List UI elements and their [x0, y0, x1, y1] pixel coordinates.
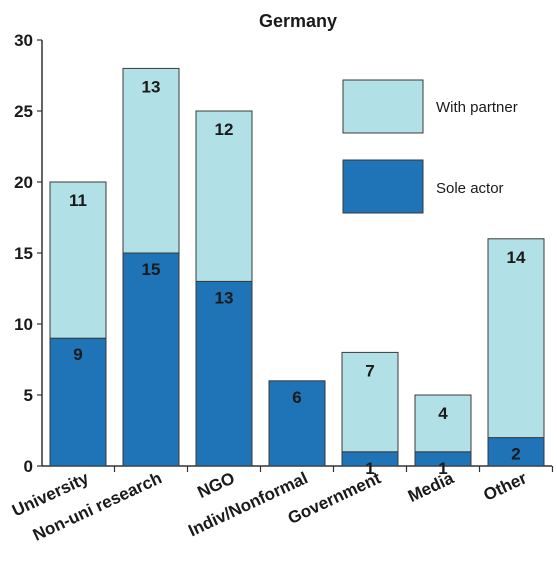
data-label-sole-actor: 2 [511, 445, 520, 464]
y-tick-label: 10 [14, 315, 33, 334]
data-label-sole-actor: 15 [142, 260, 161, 279]
data-label-sole-actor: 13 [215, 288, 234, 307]
chart-title: Germany [259, 11, 337, 31]
data-label-with-partner: 14 [507, 248, 526, 267]
bar-with-partner [122, 67, 180, 254]
bar-sole-actor [268, 380, 326, 467]
y-tick-label: 30 [14, 31, 33, 50]
data-label-with-partner: 11 [69, 191, 87, 210]
x-tick-label: Other [481, 468, 530, 505]
legend-swatch [342, 159, 424, 214]
data-label-with-partner: 12 [215, 120, 234, 139]
bar-with-partner [195, 110, 253, 282]
legend-label: With partner [436, 99, 518, 116]
bar-with-partner [414, 394, 472, 453]
y-tick-label: 20 [14, 173, 33, 192]
data-label-with-partner: 13 [142, 77, 161, 96]
bar-sole-actor [122, 252, 180, 467]
bar-with-partner [341, 351, 399, 453]
data-label-sole-actor: 6 [292, 388, 301, 407]
bar-sole-actor [195, 280, 253, 467]
legend-label: Sole actor [436, 180, 504, 197]
bar-with-partner [487, 238, 545, 439]
data-label-with-partner: 7 [365, 361, 374, 380]
y-tick-label: 5 [24, 386, 33, 405]
data-label-sole-actor: 9 [73, 345, 82, 364]
y-tick-label: 0 [24, 457, 33, 476]
y-tick-label: 15 [14, 244, 33, 263]
legend: With partner Sole actor [342, 79, 518, 214]
x-tick-label: Non-uni research [30, 468, 165, 544]
data-label-sole-actor: 1 [438, 459, 447, 478]
y-tick-label: 25 [14, 102, 33, 121]
data-label-sole-actor: 1 [365, 459, 374, 478]
x-tick-label: NGO [195, 468, 238, 502]
bar-with-partner [49, 181, 107, 339]
legend-swatch [342, 79, 424, 134]
x-tick-label: Indiv/Nonformal [185, 468, 310, 540]
data-label-with-partner: 4 [438, 404, 448, 423]
x-tick-label: Media [405, 468, 457, 506]
